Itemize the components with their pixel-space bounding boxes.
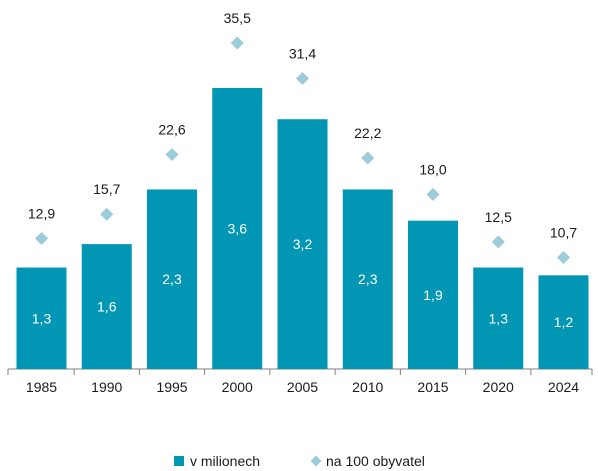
bar <box>342 189 393 369</box>
point-marker <box>165 148 179 162</box>
bar-value-label: 2,3 <box>162 271 182 287</box>
legend-swatch-bar <box>174 456 184 466</box>
x-tick-label: 1990 <box>91 379 122 395</box>
point-value-label: 35,5 <box>224 10 251 26</box>
bar-value-label: 1,9 <box>423 287 443 303</box>
x-tick-label: 1995 <box>156 379 187 395</box>
bar <box>538 275 589 369</box>
point-marker <box>296 71 309 85</box>
bar <box>81 244 132 369</box>
bar-value-label: 1,6 <box>97 299 117 315</box>
legend-swatch-diamond <box>310 455 322 467</box>
bar <box>212 88 263 369</box>
point-marker <box>426 187 440 201</box>
bar-series <box>16 88 589 369</box>
bar-value-label: 1,3 <box>489 310 509 326</box>
x-tick-label: 2010 <box>352 379 383 395</box>
point-marker <box>361 151 375 165</box>
point-marker <box>230 36 244 50</box>
point-value-label: 12,5 <box>485 209 512 225</box>
point-marker <box>100 207 114 221</box>
bar <box>147 189 197 369</box>
bar-value-label: 3,2 <box>293 236 313 252</box>
x-tick-label: 2000 <box>222 379 253 395</box>
x-axis-ticks <box>7 369 593 375</box>
bar-value-label: 1,2 <box>554 314 574 330</box>
bar-value-label: 3,6 <box>228 221 248 237</box>
bar <box>473 267 524 369</box>
point-value-label: 31,4 <box>289 45 316 61</box>
point-value-label: 18,0 <box>419 161 446 177</box>
bar-value-label: 1,3 <box>32 310 52 326</box>
point-value-label: 10,7 <box>550 224 577 240</box>
point-marker <box>35 231 48 245</box>
bar <box>277 119 328 369</box>
point-series <box>35 36 570 264</box>
bar <box>408 220 458 369</box>
point-value-label: 22,6 <box>158 122 185 138</box>
point-marker <box>557 250 570 264</box>
bar-value-label: 2,3 <box>358 271 378 287</box>
legend-label-bar: v milionech <box>190 453 260 469</box>
x-tick-label: 2015 <box>417 379 448 395</box>
x-tick-label: 2005 <box>287 379 318 395</box>
point-marker <box>491 235 505 249</box>
x-tick-labels: 1985 1990 1995 2000 2005 2010 2015 2020 2024 <box>26 379 579 395</box>
legend-label-points: na 100 obyvatel <box>326 453 425 469</box>
x-tick-label: 2024 <box>548 379 579 395</box>
point-value-labels: 12,9 15,7 22,6 35,5 31,4 22,2 18,0 12,5 10,7 <box>28 10 577 240</box>
point-value-label: 15,7 <box>93 181 120 197</box>
x-tick-label: 1985 <box>26 379 57 395</box>
point-value-label: 12,9 <box>28 205 55 221</box>
x-tick-label: 2020 <box>483 379 514 395</box>
bar <box>16 267 67 369</box>
point-value-label: 22,2 <box>354 125 381 141</box>
legend: v milionech na 100 obyvatel <box>174 453 425 469</box>
bar-value-labels: 1,3 1,6 2,3 3,6 3,2 2,3 1,9 1,3 1,2 <box>32 221 574 331</box>
